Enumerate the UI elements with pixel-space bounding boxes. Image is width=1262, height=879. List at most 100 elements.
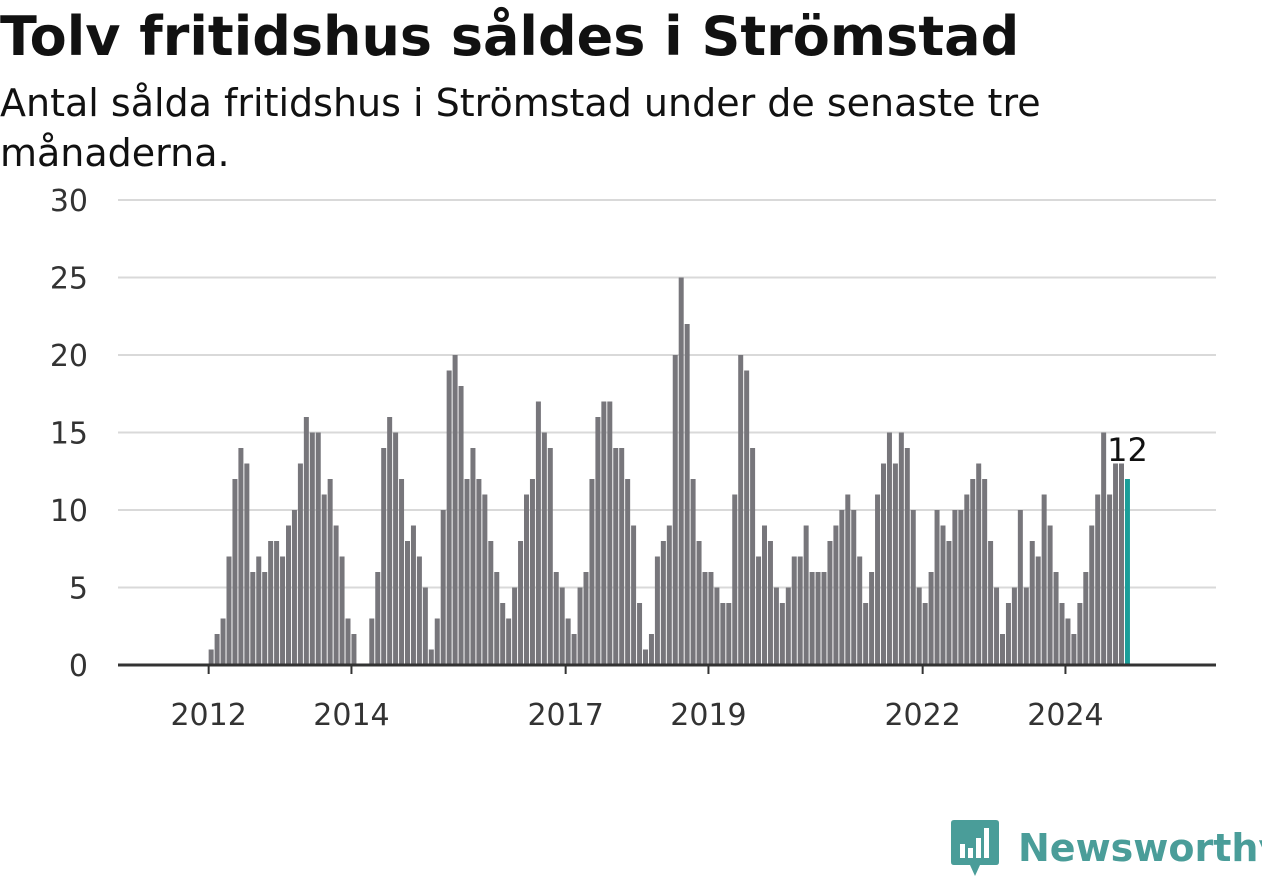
bar: [434, 618, 440, 665]
bar: [714, 587, 720, 665]
bar: [476, 479, 482, 665]
bar: [529, 479, 535, 665]
bar: [738, 355, 744, 665]
bar: [666, 525, 672, 665]
bar: [815, 572, 821, 665]
bar: [405, 541, 410, 665]
bar: [268, 541, 274, 665]
newsworthy-logo-icon: [951, 820, 999, 876]
bar: [904, 448, 910, 665]
y-axis-tick-labels: 0 5 10 15 20 25 30: [50, 184, 88, 684]
bar: [1077, 603, 1083, 665]
bar: [214, 634, 220, 665]
y-tick-label: 0: [69, 649, 88, 684]
x-tick-label: 2019: [670, 698, 746, 733]
bar: [779, 603, 785, 665]
bar-highlight: [1124, 479, 1130, 665]
x-axis-ticks: 2012 2014 2017 2019 2022 2024: [170, 665, 1104, 733]
bar: [1065, 618, 1071, 665]
bar: [1083, 572, 1089, 665]
bar: [446, 370, 452, 665]
bar: [339, 556, 345, 665]
bar: [648, 634, 654, 665]
x-tick-label: 2014: [313, 698, 389, 733]
bar: [1089, 525, 1095, 665]
bar: [286, 525, 291, 665]
bar: [321, 494, 327, 665]
bar: [208, 649, 214, 665]
newsworthy-logo: Newsworthy: [950, 818, 1262, 878]
bar: [303, 417, 309, 665]
bar: [827, 541, 833, 665]
bar: [226, 556, 232, 665]
bar: [1005, 603, 1011, 665]
bar: [660, 541, 666, 665]
bar: [280, 556, 286, 665]
bar: [773, 587, 779, 665]
bar: [637, 603, 643, 665]
bar: [1000, 634, 1005, 665]
bar: [297, 463, 303, 665]
bar: [571, 634, 577, 665]
bar: [767, 541, 773, 665]
bar: [898, 432, 904, 665]
bar: [595, 417, 601, 665]
bar: [482, 494, 488, 665]
bar: [839, 510, 845, 665]
bar: [1071, 634, 1077, 665]
x-tick-label: 2022: [884, 698, 960, 733]
y-tick-label: 20: [50, 339, 88, 374]
bar: [309, 432, 315, 665]
bar: [524, 494, 529, 665]
bar: [922, 603, 928, 665]
bar: [381, 448, 387, 665]
bar: [833, 525, 839, 665]
bar: [553, 572, 559, 665]
bar: [452, 355, 458, 665]
bar: [494, 572, 500, 665]
bar: [744, 370, 750, 665]
bar: [684, 324, 690, 665]
bar: [952, 510, 958, 665]
bar: [940, 525, 946, 665]
bar: [440, 510, 446, 665]
bar: [928, 572, 934, 665]
y-tick-label: 25: [50, 262, 88, 297]
bar: [762, 525, 767, 665]
bar: [327, 479, 333, 665]
bar: [399, 479, 405, 665]
x-tick-label: 2017: [527, 698, 603, 733]
bar: [1023, 587, 1029, 665]
bar: [625, 479, 631, 665]
bar: [387, 417, 393, 665]
bar: [946, 541, 952, 665]
bar: [857, 556, 863, 665]
bar: [821, 572, 827, 665]
bar: [274, 541, 280, 665]
bar: [690, 479, 696, 665]
bar: [726, 603, 732, 665]
bar: [994, 587, 1000, 665]
bar: [619, 448, 625, 665]
bar: [422, 587, 428, 665]
bar: [803, 525, 809, 665]
bar: [375, 572, 381, 665]
bar: [547, 448, 553, 665]
bar: [1101, 432, 1107, 665]
bar: [797, 556, 803, 665]
bar: [1113, 463, 1119, 665]
bar: [970, 479, 976, 665]
bar: [851, 510, 857, 665]
bar: [964, 494, 970, 665]
bar: [351, 634, 357, 665]
bar: [559, 587, 565, 665]
bar: [256, 556, 262, 665]
bar: [488, 541, 494, 665]
bar: [702, 572, 708, 665]
bar: [601, 401, 607, 665]
bar: [565, 618, 571, 665]
data-labels: 12: [1107, 431, 1148, 469]
chart-subtitle: Antal sålda fritidshus i Strömstad under…: [0, 81, 1041, 175]
bar: [678, 277, 684, 665]
bar: [458, 386, 464, 665]
